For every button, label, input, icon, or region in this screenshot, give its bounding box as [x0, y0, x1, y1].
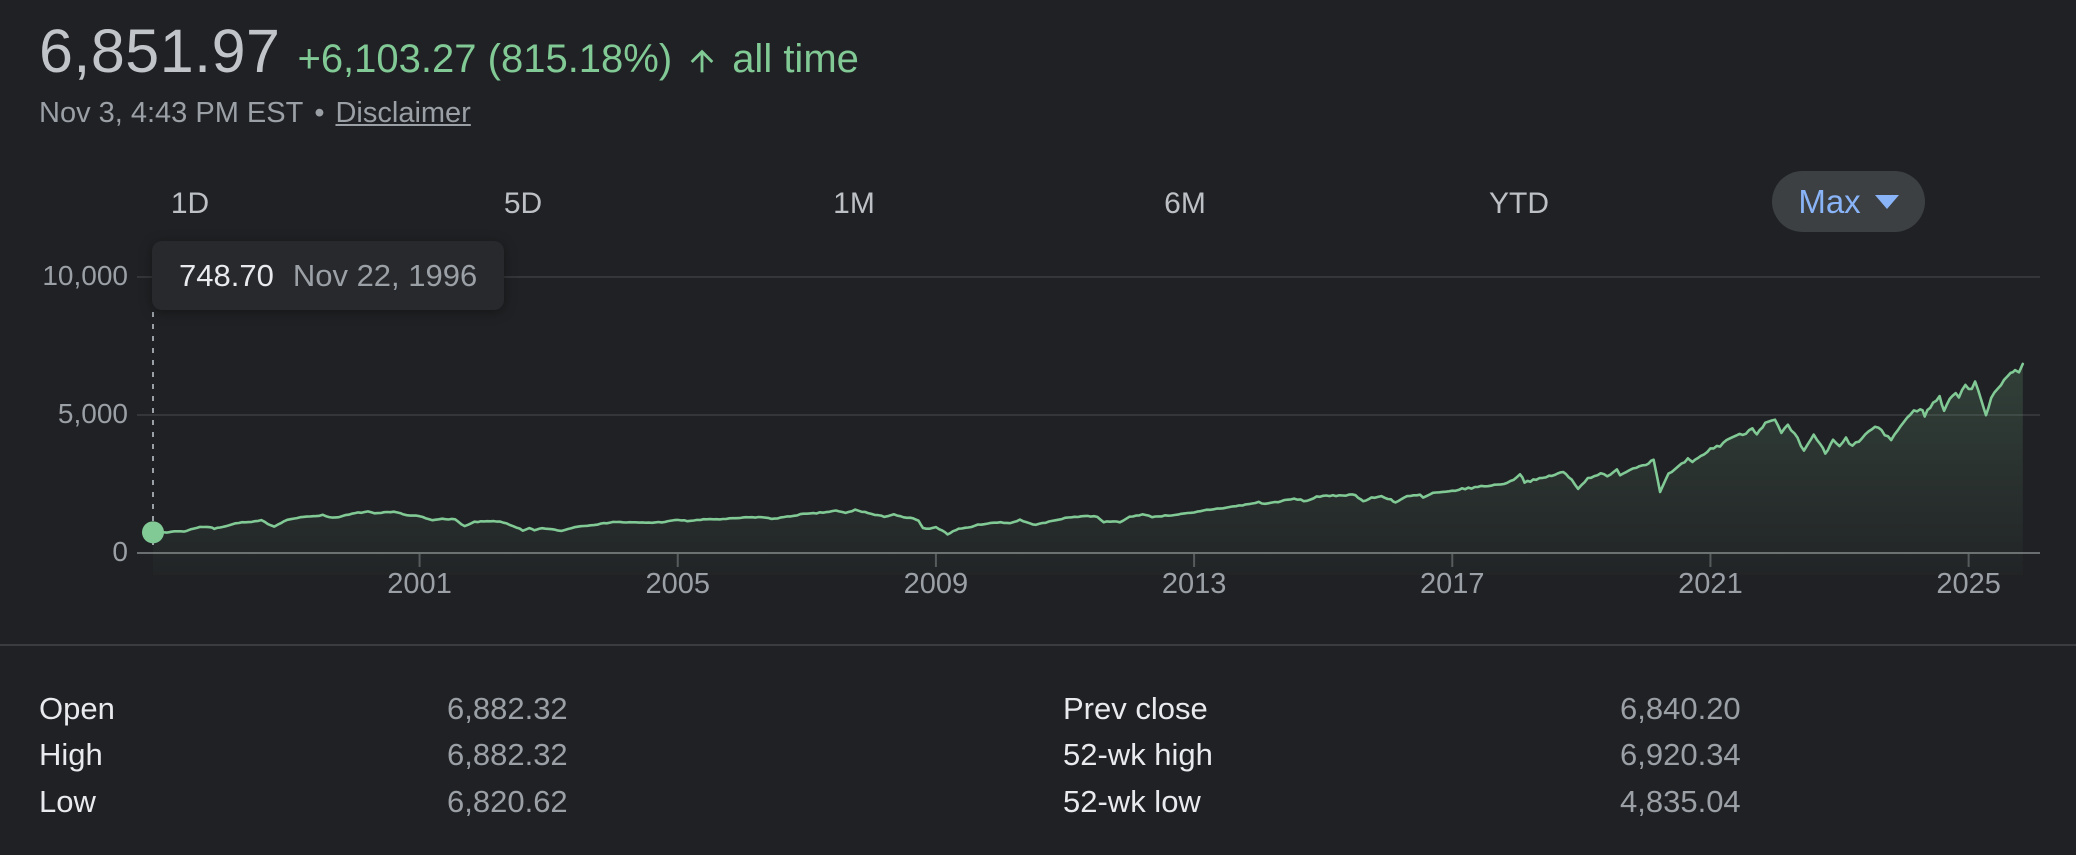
x-axis-label: 2005: [645, 568, 710, 600]
range-selector-max[interactable]: Max: [1772, 171, 1925, 232]
y-axis-label: 0: [112, 536, 128, 567]
x-axis-label: 2013: [1161, 568, 1227, 600]
stat-value-low: 6,820.62: [447, 784, 568, 819]
series-start-marker: [142, 521, 164, 544]
x-axis-label: 2001: [387, 568, 452, 600]
stat-label-low: Low: [39, 784, 96, 819]
disclaimer-link[interactable]: Disclaimer: [335, 97, 471, 129]
section-divider: [0, 644, 2076, 646]
y-axis-label: 10,000: [42, 260, 128, 291]
x-axis-label: 2009: [903, 568, 969, 600]
x-axis-label: 2017: [1420, 568, 1485, 600]
x-axis-label: 2025: [1936, 568, 2001, 600]
tooltip-price: 748.70: [179, 257, 274, 293]
y-axis-label: 5,000: [57, 398, 128, 429]
range-selected-label: Max: [1798, 182, 1861, 220]
price-value: 6,851.97: [39, 17, 281, 85]
stat-label-high: High: [39, 737, 103, 772]
chart-tooltip: 748.70 Nov 22, 1996: [152, 241, 505, 310]
range-tab-5d[interactable]: 5D: [503, 187, 543, 220]
caret-down-icon: [1874, 194, 1899, 209]
quote-timestamp: Nov 3, 4:43 PM EST: [39, 97, 304, 129]
stat-label-52wk-high: 52-wk high: [1063, 737, 1213, 772]
range-tab-ytd[interactable]: YTD: [1489, 187, 1549, 220]
separator-dot: •: [314, 97, 325, 129]
range-tab-1m[interactable]: 1M: [833, 187, 875, 220]
stat-value-52wk-low: 4,835.04: [1620, 784, 1741, 819]
stat-label-52wk-low: 52-wk low: [1063, 784, 1201, 819]
tooltip-date: Nov 22, 1996: [292, 257, 478, 293]
range-tab-1d[interactable]: 1D: [170, 187, 210, 220]
arrow-up-icon: [685, 44, 719, 83]
quote-header: 6,851.97 +6,103.27 (815.18%) all time No…: [39, 16, 859, 130]
stat-label-prev-close: Prev close: [1063, 691, 1208, 726]
x-axis-label: 2021: [1678, 568, 1743, 600]
stat-value-52wk-high: 6,920.34: [1620, 737, 1741, 772]
stat-value-open: 6,882.32: [447, 691, 568, 726]
change-period-label: all time: [732, 37, 859, 81]
stat-label-open: Open: [39, 691, 115, 726]
range-tab-6m[interactable]: 6M: [1164, 187, 1206, 220]
stat-value-prev-close: 6,840.20: [1620, 691, 1741, 726]
stat-value-high: 6,882.32: [447, 737, 568, 772]
price-change: +6,103.27 (815.18%): [297, 37, 673, 81]
